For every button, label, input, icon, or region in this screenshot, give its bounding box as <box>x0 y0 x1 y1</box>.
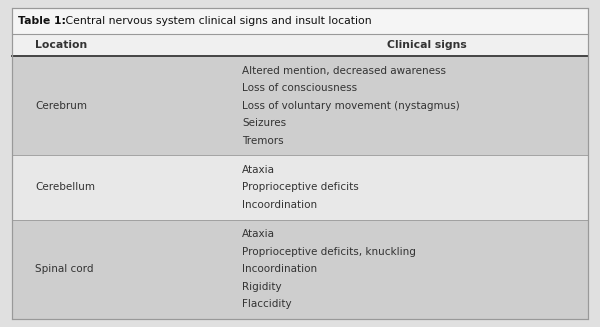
Bar <box>12 156 588 219</box>
Text: Location: Location <box>35 40 87 50</box>
Text: Ataxia: Ataxia <box>242 165 275 175</box>
Text: Tremors: Tremors <box>242 136 284 146</box>
Text: Altered mention, decreased awareness: Altered mention, decreased awareness <box>242 66 446 76</box>
Bar <box>12 34 588 56</box>
Text: Incoordination: Incoordination <box>242 264 317 274</box>
Text: Seizures: Seizures <box>242 118 287 128</box>
Text: Central nervous system clinical signs and insult location: Central nervous system clinical signs an… <box>62 16 371 26</box>
Text: Cerebellum: Cerebellum <box>35 182 95 193</box>
Text: Loss of consciousness: Loss of consciousness <box>242 83 358 93</box>
Text: Table 1:: Table 1: <box>18 16 66 26</box>
Text: Incoordination: Incoordination <box>242 200 317 210</box>
Bar <box>12 219 588 319</box>
Text: Proprioceptive deficits: Proprioceptive deficits <box>242 182 359 193</box>
Text: Flaccidity: Flaccidity <box>242 299 292 309</box>
Bar <box>12 8 588 34</box>
Text: Loss of voluntary movement (nystagmus): Loss of voluntary movement (nystagmus) <box>242 101 460 111</box>
Text: Ataxia: Ataxia <box>242 229 275 239</box>
Text: Cerebrum: Cerebrum <box>35 101 87 111</box>
Text: Proprioceptive deficits, knuckling: Proprioceptive deficits, knuckling <box>242 247 416 257</box>
Text: Rigidity: Rigidity <box>242 282 282 292</box>
Text: Spinal cord: Spinal cord <box>35 264 94 274</box>
Bar <box>12 56 588 156</box>
Text: Clinical signs: Clinical signs <box>387 40 467 50</box>
